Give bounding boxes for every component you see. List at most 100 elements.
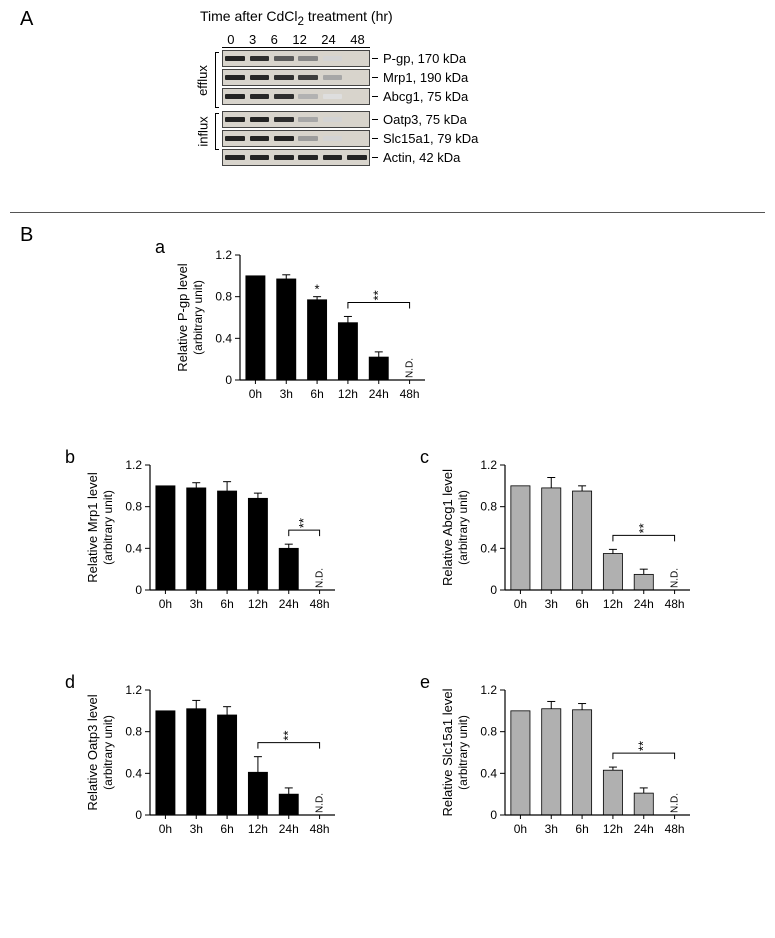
- blot-lane: [247, 89, 271, 104]
- blot-band: [222, 130, 370, 147]
- blot-lane: [320, 51, 344, 66]
- blot-lane: [296, 112, 320, 127]
- timepoint-label: 48: [350, 32, 364, 47]
- timepoint-label: 24: [321, 32, 335, 47]
- efflux-label: efflux: [195, 65, 210, 96]
- blot-lane: [345, 70, 369, 85]
- y-axis-label: Relative Mrp1 level: [85, 472, 100, 583]
- x-tick-label: 12h: [248, 597, 268, 611]
- x-tick-label: 0h: [514, 822, 527, 836]
- significance-bracket: [289, 530, 320, 536]
- chart-c: c00.40.81.20h3h6h12h24hN.D.48h**Relative…: [430, 455, 710, 630]
- blot-row: Mrp1, 190 kDa: [222, 69, 478, 86]
- bar: [542, 709, 561, 815]
- y-axis-label: Relative Abcg1 level: [440, 469, 455, 586]
- blot-lane: [320, 112, 344, 127]
- blot-lane: [345, 150, 369, 165]
- significance-single: *: [315, 282, 320, 297]
- blot-lane: [345, 89, 369, 104]
- x-tick-label: 0h: [159, 822, 172, 836]
- nd-label: N.D.: [315, 793, 326, 813]
- y-tick-label: 0.8: [125, 500, 142, 514]
- x-tick-label: 6h: [575, 597, 588, 611]
- bar: [511, 711, 530, 815]
- x-tick-label: 12h: [603, 822, 623, 836]
- blot-lane: [296, 131, 320, 146]
- panel-a-label: A: [20, 8, 33, 31]
- y-axis-sublabel: (arbitrary unit): [456, 715, 470, 790]
- blot-label: Actin, 42 kDa: [383, 150, 460, 165]
- y-tick-label: 0.8: [480, 725, 497, 739]
- blot-lane: [296, 51, 320, 66]
- panel-b-label: B: [20, 224, 33, 247]
- x-tick-label: 48h: [310, 597, 330, 611]
- blot-lane: [223, 131, 247, 146]
- blot-lane: [296, 70, 320, 85]
- blot-lane: [272, 150, 296, 165]
- panel-divider: [10, 212, 765, 213]
- blot-band: [222, 149, 370, 166]
- blot-lane: [320, 131, 344, 146]
- x-tick-label: 6h: [575, 822, 588, 836]
- y-tick-label: 0.4: [125, 541, 142, 555]
- x-tick-label: 6h: [220, 822, 233, 836]
- x-tick-label: 0h: [159, 597, 172, 611]
- y-tick-label: 0.4: [215, 331, 232, 345]
- x-tick-label: 48h: [400, 387, 420, 401]
- blot-lane: [223, 112, 247, 127]
- blot-lane: [272, 131, 296, 146]
- blot-label: P-gp, 170 kDa: [383, 51, 466, 66]
- timepoint-label: 0: [227, 32, 234, 47]
- bar: [369, 357, 388, 380]
- bar: [187, 709, 206, 815]
- subpanel-label: a: [155, 237, 165, 258]
- title-prefix: Time after CdCl: [200, 8, 298, 24]
- bar: [187, 488, 206, 590]
- blot-band: [222, 50, 370, 67]
- x-tick-label: 0h: [514, 597, 527, 611]
- significance-double: **: [371, 290, 386, 300]
- bar: [156, 486, 175, 590]
- bar: [308, 300, 327, 380]
- y-axis-sublabel: (arbitrary unit): [101, 715, 115, 790]
- blot-lane: [247, 112, 271, 127]
- significance-bracket: [613, 753, 675, 759]
- timepoint-label: 12: [292, 32, 306, 47]
- y-tick-label: 0.4: [480, 766, 497, 780]
- bar: [156, 711, 175, 815]
- bar: [248, 498, 267, 590]
- blot-lane: [320, 70, 344, 85]
- blot-row: Slc15a1, 79 kDa: [222, 130, 478, 147]
- blot-lane: [345, 112, 369, 127]
- blot-row: Oatp3, 75 kDa: [222, 111, 478, 128]
- blot-band: [222, 69, 370, 86]
- x-tick-label: 6h: [310, 387, 323, 401]
- bar: [603, 554, 622, 590]
- subpanel-label: e: [420, 672, 430, 693]
- blot-lane: [223, 51, 247, 66]
- blot-lane: [247, 51, 271, 66]
- chart-d: d00.40.81.20h3h6h12h24hN.D.48h**Relative…: [75, 680, 355, 855]
- y-axis-label: Relative Oatp3 level: [85, 694, 100, 810]
- blot-lane: [272, 70, 296, 85]
- bar: [246, 276, 265, 380]
- y-axis-label: Relative Slc15a1 level: [440, 688, 455, 816]
- blot-label: Slc15a1, 79 kDa: [383, 131, 478, 146]
- significance-bracket: [258, 743, 320, 749]
- blot-row: P-gp, 170 kDa: [222, 50, 478, 67]
- influx-label: influx: [196, 116, 211, 146]
- significance-double: **: [296, 518, 311, 528]
- blot-lane: [247, 70, 271, 85]
- y-tick-label: 1.2: [125, 683, 142, 697]
- bar: [511, 486, 530, 590]
- blot-label: Abcg1, 75 kDa: [383, 89, 468, 104]
- nd-label: N.D.: [670, 793, 681, 813]
- x-tick-label: 12h: [603, 597, 623, 611]
- y-tick-label: 1.2: [480, 683, 497, 697]
- x-tick-label: 24h: [279, 822, 299, 836]
- bar: [277, 279, 296, 380]
- x-tick-label: 24h: [369, 387, 389, 401]
- chart-a: a00.40.81.20h3h*6h12h24hN.D.48h**Relativ…: [165, 245, 445, 420]
- blot-row: Abcg1, 75 kDa: [222, 88, 478, 105]
- bar: [603, 770, 622, 815]
